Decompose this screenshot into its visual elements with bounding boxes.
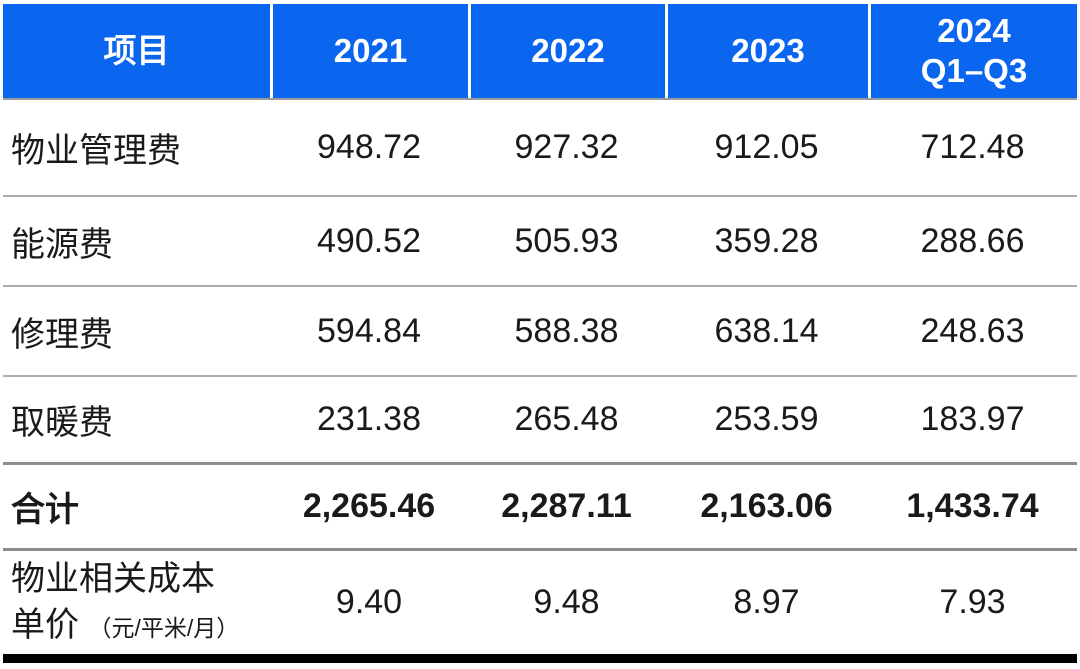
value-cell: 288.66: [920, 221, 1025, 260]
unit-price-label-line1: 物业相关成本: [11, 559, 215, 598]
header-cell-2021: 2021: [270, 4, 468, 98]
value-cell: 9.48: [533, 583, 600, 621]
value-cell: 359.28: [714, 221, 819, 260]
table-bottom-border: [3, 654, 1077, 663]
row-label: 合计: [11, 491, 79, 529]
value-cell: 2,287.11: [501, 487, 632, 525]
value-cell: 231.38: [317, 400, 421, 438]
row-label: 物业管理费: [11, 132, 181, 170]
value-cell: 253.59: [714, 400, 819, 438]
row-label: 修理费: [11, 315, 113, 354]
value-cell: 912.05: [714, 128, 819, 166]
table-row-repair-fee: 修理费 594.84 588.38 638.14 248.63: [3, 287, 1077, 377]
row-label: 物业相关成本 单价 （元/平米/月）: [3, 551, 270, 654]
table-row-unit-price: 物业相关成本 单价 （元/平米/月） 9.40 9.48 8.97 7.93: [3, 551, 1077, 654]
unit-price-unit: （元/平米/月）: [88, 614, 240, 641]
header-cell-2023: 2023: [665, 4, 868, 98]
value-cell: 1,433.74: [906, 487, 1039, 525]
table-row-heating-fee: 取暖费 231.38 265.48 253.59 183.97: [3, 377, 1077, 465]
table-row-total: 合计 2,265.46 2,287.11 2,163.06 1,433.74: [3, 465, 1077, 551]
value-cell: 948.72: [317, 128, 421, 166]
value-cell: 183.97: [920, 400, 1025, 438]
value-cell: 505.93: [514, 221, 619, 260]
value-cell: 712.48: [920, 128, 1025, 166]
value-cell: 8.97: [733, 583, 800, 621]
value-cell: 2,163.06: [700, 487, 833, 525]
value-cell: 2,265.46: [302, 487, 436, 525]
value-cell: 7.93: [939, 583, 1006, 621]
value-cell: 265.48: [514, 400, 619, 438]
value-cell: 927.32: [514, 128, 619, 166]
table-row-property-management-fee: 物业管理费 948.72 927.32 912.05 712.48: [3, 100, 1077, 197]
table-header-row: 项目 2021 2022 2023 2024 Q1–Q3: [3, 4, 1077, 100]
value-cell: 638.14: [714, 311, 819, 350]
value-cell: 594.84: [317, 311, 421, 350]
row-label: 取暖费: [11, 404, 113, 442]
header-cell-2024-q1-q3: 2024 Q1–Q3: [868, 4, 1077, 98]
value-cell: 9.40: [335, 583, 403, 621]
table-row-energy-fee: 能源费 490.52 505.93 359.28 288.66: [3, 197, 1077, 287]
value-cell: 588.38: [514, 311, 619, 350]
header-cell-item: 项目: [3, 4, 270, 98]
value-cell: 490.52: [317, 221, 421, 260]
header-cell-2022: 2022: [468, 4, 665, 98]
value-cell: 248.63: [920, 311, 1025, 350]
row-label: 能源费: [11, 225, 113, 264]
unit-price-label-line2: 单价 （元/平米/月）: [11, 605, 240, 644]
